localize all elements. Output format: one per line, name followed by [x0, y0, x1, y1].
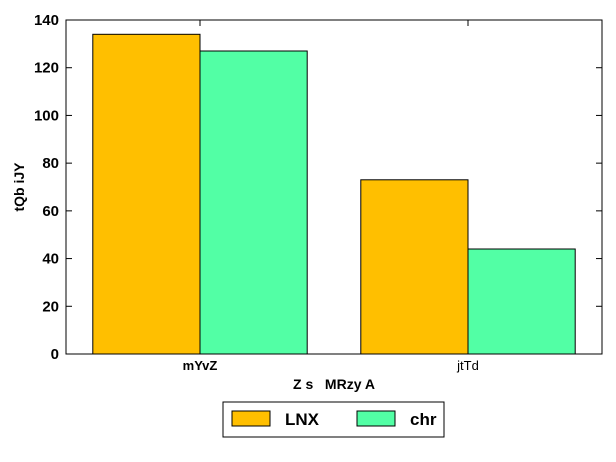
legend-swatch-chr [357, 411, 395, 426]
bar-chr-myvz [200, 51, 307, 354]
x-category-label: mYvZ [183, 358, 218, 373]
legend-swatch-lnx [232, 411, 270, 426]
y-axis-label: tQb iJY [11, 162, 27, 212]
y-tick-label: 40 [42, 251, 59, 268]
bar-lnx-jttd [361, 180, 468, 354]
y-tick-label: 80 [42, 155, 59, 172]
y-tick-label: 0 [51, 346, 59, 363]
y-tick-label: 100 [34, 107, 59, 124]
x-category-label: jtTd [456, 358, 479, 373]
y-tick-label: 60 [42, 203, 59, 220]
bar-chr-jttd [468, 249, 575, 354]
legend-label-chr: chr [410, 410, 437, 429]
y-tick-label: 140 [34, 12, 59, 29]
y-tick-label: 120 [34, 60, 59, 77]
bar-lnx-myvz [93, 34, 200, 354]
x-axis-label: Z s MRzy A [293, 376, 375, 392]
y-tick-label: 20 [42, 298, 59, 315]
legend: LNX chr [223, 402, 444, 437]
legend-label-lnx: LNX [285, 410, 320, 429]
